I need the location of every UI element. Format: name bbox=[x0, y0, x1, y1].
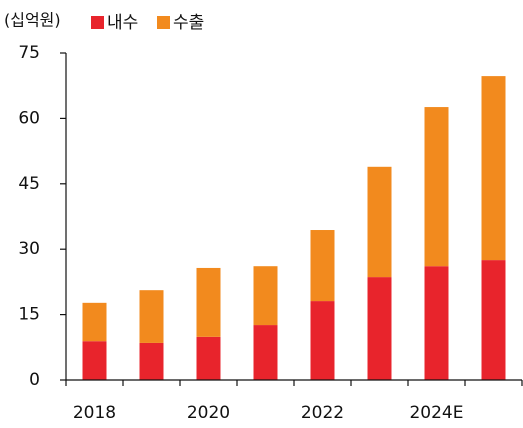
bar-segment bbox=[481, 260, 506, 380]
x-tick-label: 2018 bbox=[73, 403, 116, 423]
legend-label: 수출 bbox=[173, 13, 204, 33]
bar-segment bbox=[424, 107, 449, 267]
bar-segment bbox=[196, 336, 221, 380]
bar-segment bbox=[424, 266, 449, 380]
legend-swatch bbox=[91, 16, 104, 29]
bar-segment bbox=[367, 277, 392, 380]
legend-swatch bbox=[157, 16, 170, 29]
y-tick-label: 15 bbox=[18, 305, 40, 325]
y-tick-label: 75 bbox=[18, 43, 40, 63]
bar-segment bbox=[139, 342, 164, 380]
bar-segment bbox=[82, 302, 107, 342]
y-tick-label: 30 bbox=[18, 239, 40, 259]
y-tick-label: 60 bbox=[18, 108, 40, 128]
x-tick-label: 2020 bbox=[187, 403, 230, 423]
bar-segment bbox=[310, 301, 335, 380]
bar-segment bbox=[253, 325, 278, 380]
bar-segment bbox=[196, 267, 221, 337]
bar-segment bbox=[310, 230, 335, 302]
bar-segment bbox=[367, 166, 392, 278]
bar-segment bbox=[253, 266, 278, 326]
bar-segment bbox=[481, 76, 506, 261]
legend-label: 내수 bbox=[107, 13, 138, 33]
x-tick-label: 2022 bbox=[301, 403, 344, 423]
x-tick-label: 2024E bbox=[409, 403, 463, 423]
y-tick-label: 45 bbox=[18, 174, 40, 194]
y-tick-label: 0 bbox=[29, 370, 40, 390]
bar-segment bbox=[82, 341, 107, 380]
unit-label: (십억원) bbox=[4, 11, 61, 30]
bar-segment bbox=[139, 290, 164, 343]
